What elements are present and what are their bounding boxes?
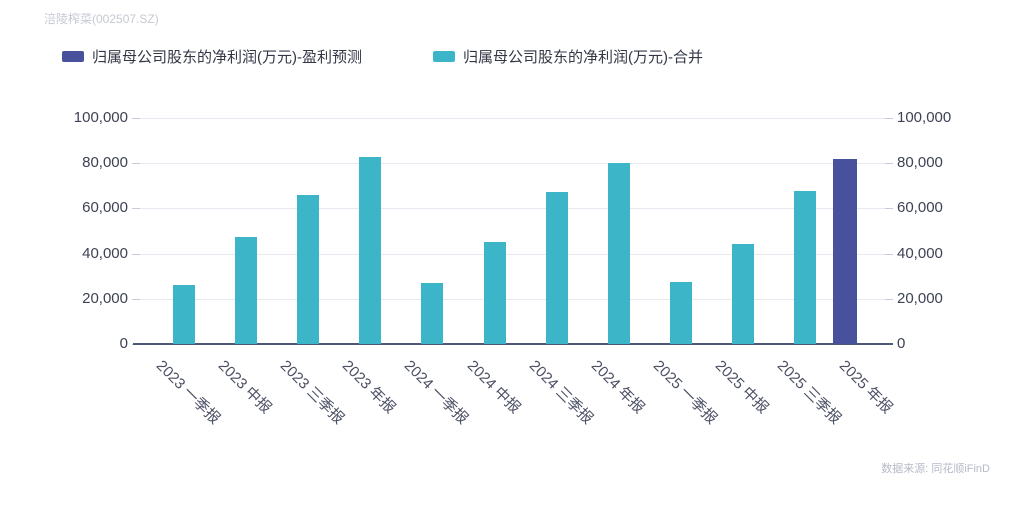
- y-axis-tick-right: [885, 208, 893, 210]
- x-tick-label: 2024 三季报: [525, 357, 596, 428]
- gridline: [140, 298, 885, 300]
- bar-2025 年报[interactable]: [833, 159, 857, 344]
- bar-2023 中报[interactable]: [235, 237, 258, 344]
- legend-label-merged: 归属母公司股东的净利润(万元)-合并: [463, 48, 703, 66]
- y-tick-label-right: 100,000: [897, 109, 952, 126]
- x-axis-line: [133, 343, 893, 345]
- y-axis-tick-left: [132, 118, 140, 119]
- y-tick-label-left: 0: [119, 335, 128, 352]
- bar-2024 年报[interactable]: [607, 163, 630, 344]
- bar-2023 一季报[interactable]: [173, 284, 195, 344]
- x-tick-label: 2024 中报: [463, 357, 524, 417]
- x-tick-label: 2024 年报: [587, 357, 648, 417]
- gridline: [140, 163, 885, 165]
- data-source-note: 数据来源: 同花顺iFinD: [881, 463, 990, 475]
- y-tick-label-left: 20,000: [82, 289, 128, 307]
- bar-2025 中报[interactable]: [731, 244, 754, 344]
- y-axis-tick-right: [885, 253, 893, 255]
- y-tick-label-left: 40,000: [82, 244, 128, 262]
- bar-2025 三季报[interactable]: [793, 191, 816, 344]
- y-tick-label-right: 20,000: [897, 289, 943, 307]
- x-tick-label: 2024 一季报: [401, 357, 472, 428]
- bar-2023 年报[interactable]: [359, 157, 382, 344]
- y-axis-tick-left: [132, 208, 140, 210]
- x-tick-label: 2023 中报: [214, 357, 275, 417]
- y-axis-tick-right: [885, 118, 893, 119]
- gridline: [140, 118, 885, 119]
- y-tick-label-left: 60,000: [82, 199, 128, 217]
- x-tick-label: 2025 三季报: [773, 357, 845, 428]
- legend-item-forecast[interactable]: 归属母公司股东的净利润(万元)-盈利预测: [62, 47, 362, 66]
- y-tick-label-right: 0: [897, 335, 906, 352]
- legend-item-merged[interactable]: 归属母公司股东的净利润(万元)-合并: [433, 47, 703, 66]
- bar-2024 一季报[interactable]: [421, 282, 444, 344]
- x-tick-label: 2023 年报: [339, 357, 399, 417]
- x-tick-label: 2025 一季报: [649, 357, 720, 428]
- bar-2025 一季报[interactable]: [669, 282, 692, 344]
- y-tick-label-left: 80,000: [82, 154, 128, 172]
- bar-2024 中报[interactable]: [483, 241, 506, 344]
- gridline: [140, 253, 885, 255]
- y-axis-tick-left: [132, 298, 140, 300]
- x-tick-label: 2023 一季报: [152, 357, 224, 428]
- y-tick-label-left: 100,000: [73, 109, 128, 126]
- bar-2024 三季报[interactable]: [545, 191, 568, 344]
- y-tick-label-right: 40,000: [897, 244, 943, 262]
- y-axis-tick-right: [885, 298, 893, 300]
- x-tick-label: 2023 三季报: [277, 357, 348, 428]
- gridline: [140, 208, 885, 210]
- y-tick-label-right: 60,000: [897, 199, 943, 217]
- x-tick-label: 2025 中报: [711, 357, 772, 417]
- legend-swatch-forecast-icon: [62, 50, 84, 62]
- y-axis-tick-left: [132, 163, 140, 165]
- legend-swatch-merged-icon: [433, 50, 455, 62]
- bar-2023 三季报[interactable]: [297, 194, 320, 344]
- y-axis-tick-right: [885, 163, 893, 165]
- y-tick-label-right: 80,000: [897, 154, 943, 172]
- legend-label-forecast: 归属母公司股东的净利润(万元)-盈利预测: [92, 48, 362, 66]
- x-tick-label: 2025 年报: [835, 357, 896, 417]
- y-axis-tick-left: [132, 253, 140, 255]
- chart-title: 涪陵榨菜(002507.SZ): [44, 12, 159, 26]
